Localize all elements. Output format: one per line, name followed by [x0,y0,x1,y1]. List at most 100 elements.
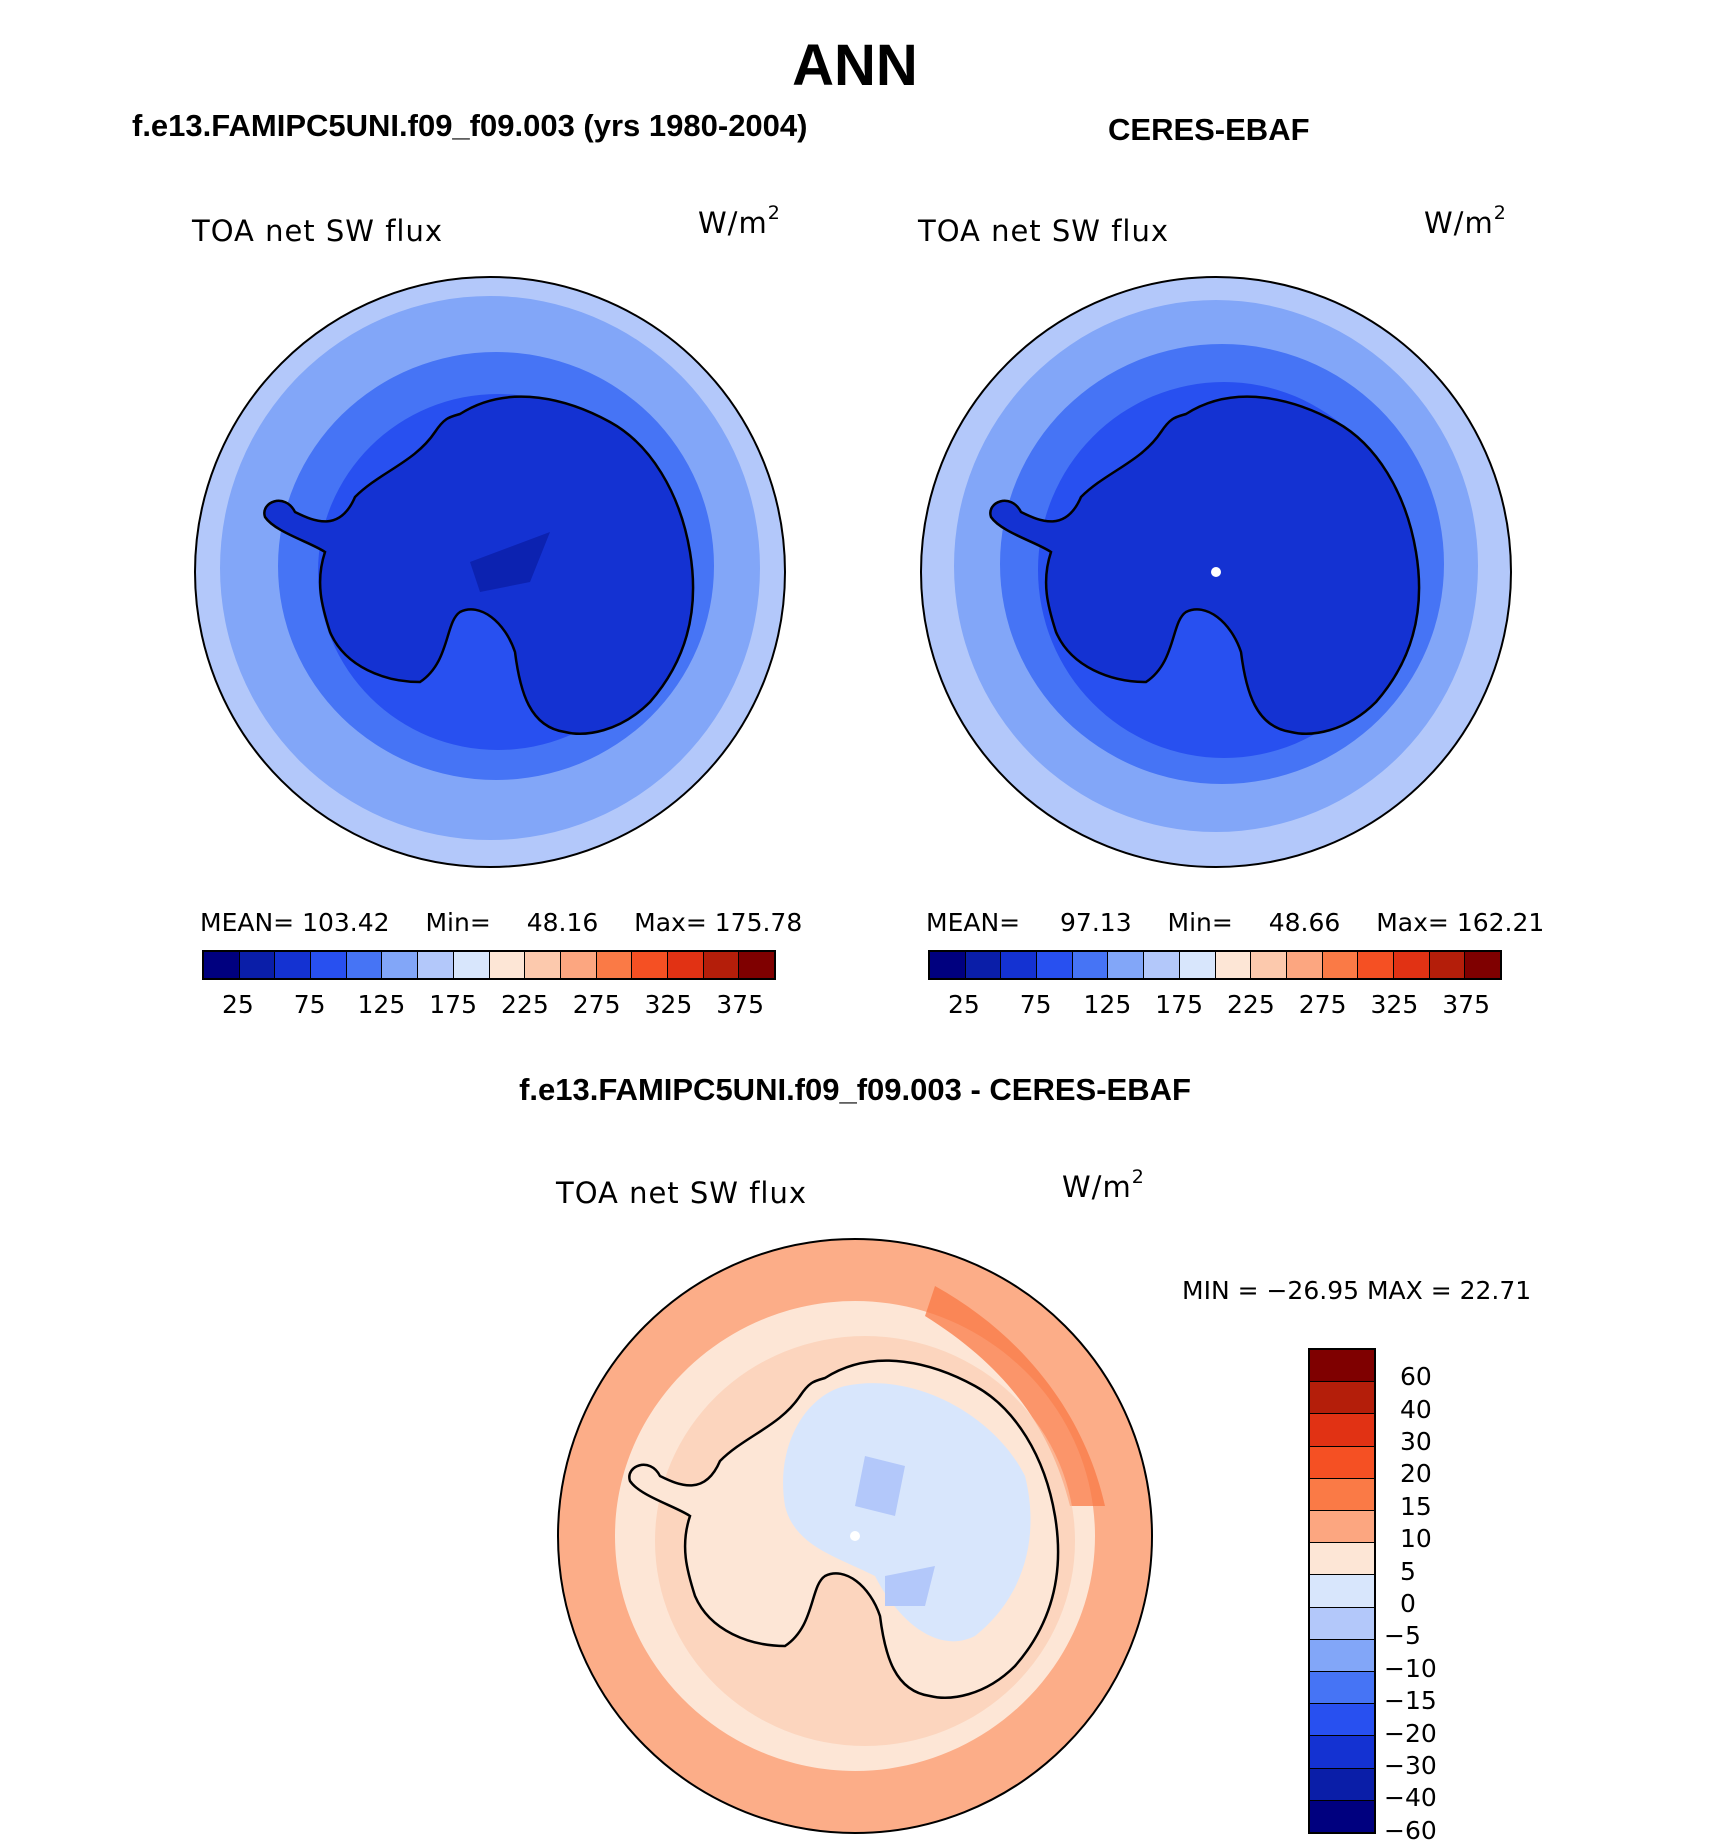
model-map-border [194,276,786,868]
model-colorbar-tick-label: 125 [357,990,406,1019]
obs-min-label: Min= [1167,908,1233,937]
obs-colorbar-swatch [1358,952,1394,978]
diff-colorbar-tick-label: 60 [1400,1362,1432,1392]
obs-colorbar-ticks: 25 75 125 175 225 275 325 375 [928,990,1502,1022]
diff-units-label: W/m2 [1062,1166,1145,1204]
diff-colorbar-swatch [1310,1543,1374,1576]
model-colorbar-swatch [239,952,276,978]
model-colorbar-tick-label: 175 [429,990,477,1019]
diff-polar-map [557,1238,1153,1834]
model-colorbar-swatch [667,952,704,978]
obs-colorbar-swatch [1037,952,1073,978]
model-case-title: f.e13.FAMIPC5UNI.f09_f09.003 (yrs 1980-2… [132,108,808,143]
model-colorbar-tick-label: 375 [716,990,764,1019]
obs-colorbar-swatch [965,952,1002,978]
obs-units-label: W/m2 [1424,202,1507,240]
diff-colorbar-tick-label: 30 [1400,1427,1432,1456]
model-colorbar-swatch [418,952,454,978]
model-min-label: Min= [425,908,491,937]
obs-colorbar-swatch [1144,952,1180,978]
obs-colorbar-tick-label: 275 [1298,990,1347,1019]
model-max-value: 175.78 [714,908,803,937]
model-colorbar-swatch [560,952,597,978]
model-min-value: 48.16 [526,908,599,937]
model-colorbar-ticks: 25 75 125 175 225 275 325 375 [202,990,776,1022]
diff-colorbar-tick-label: −30 [1384,1751,1437,1780]
diff-colorbar-swatch [1310,1800,1374,1833]
diff-band-east-strong [925,1286,1105,1506]
diff-colorbar-tick-label: 5 [1400,1556,1416,1586]
model-colorbar [202,950,776,980]
model-colorbar-swatch [596,952,633,978]
obs-colorbar-swatch [1001,952,1038,978]
obs-colorbar-swatch [1251,952,1287,978]
diff-colorbar-tick-label: −15 [1384,1686,1437,1716]
model-stats: MEAN= 103.42 Min= 48.16 Max= 175.78 [200,908,802,937]
diff-colorbar-tick-label: −20 [1384,1718,1437,1748]
obs-colorbar-tick-label: 125 [1083,990,1132,1019]
figure-title: ANN [792,33,918,98]
model-units-label: W/m2 [698,202,781,240]
diff-map-border [557,1238,1153,1834]
diff-colorbar-tick-label: 20 [1400,1459,1432,1489]
obs-colorbar-swatch [930,952,966,978]
obs-max-label: Max= [1376,908,1449,937]
obs-colorbar-tick-label: 225 [1227,990,1275,1019]
model-colorbar-swatch [382,952,419,978]
diff-colorbar-swatch [1310,1350,1374,1383]
model-colorbar-swatch [632,952,668,978]
diff-colorbar-swatch [1310,1478,1374,1512]
diff-colorbar-tick-label: −10 [1384,1653,1437,1683]
obs-colorbar-swatch [1429,952,1466,978]
model-plateau-shading [470,532,550,592]
diff-minmax: MIN = −26.95 MAX = 22.71 [1182,1276,1532,1305]
diff-variable-label: TOA net SW flux [556,1176,808,1210]
diff-colorbar-tick-label: 15 [1400,1491,1432,1521]
diff-colorbar-swatch [1310,1639,1374,1673]
model-colorbar-swatch [275,952,312,978]
model-variable-label: TOA net SW flux [192,214,444,248]
obs-colorbar-tick-label: 325 [1370,990,1419,1019]
obs-colorbar-swatch [1072,952,1109,978]
obs-mean-label: MEAN= [926,908,1021,937]
model-colorbar-tick-label: 225 [501,990,549,1019]
diff-colorbar-tick-label: −60 [1384,1815,1437,1845]
model-polar-map [194,276,786,868]
obs-stats: MEAN= 97.13 Min= 48.66 Max= 162.21 [926,908,1544,937]
model-max-label: Max= [634,908,707,937]
model-colorbar-tick-label: 75 [293,990,326,1019]
model-colorbar-swatch [204,952,240,978]
obs-colorbar-swatch [1215,952,1252,978]
diff-colorbar-swatch [1310,1704,1374,1737]
diff-colorbar-tick-label: −5 [1384,1621,1421,1651]
diff-colorbar-swatch [1310,1607,1374,1640]
obs-antarctica-landmass [989,395,1421,735]
model-colorbar-tick-label: 275 [572,990,621,1019]
obs-min-value: 48.66 [1268,908,1341,937]
diff-case-title: f.e13.FAMIPC5UNI.f09_f09.003 - CERES-EBA… [519,1072,1191,1107]
diff-colorbar-swatch [1310,1672,1374,1705]
diff-colorbar-tick-label: 10 [1400,1524,1432,1554]
diff-colorbar-ticks: 60 40 30 20 15 10 5 0 −5 −10 −15 −20 −30 −40 −60 [1384,1348,1464,1845]
model-colorbar-swatch [739,952,774,978]
diff-colorbar-swatch [1310,1446,1374,1479]
diff-colorbar [1308,1348,1376,1834]
obs-colorbar-tick-label: 75 [1019,990,1052,1019]
obs-colorbar-swatch [1108,952,1145,978]
obs-mean-value: 97.13 [1060,908,1132,937]
obs-colorbar-swatch [1465,952,1500,978]
model-colorbar-tick-label: 325 [644,990,693,1019]
diff-colorbar-swatch [1310,1414,1374,1447]
model-colorbar-swatch [453,952,490,978]
diff-colorbar-swatch [1310,1511,1374,1544]
diff-colorbar-swatch [1310,1382,1374,1415]
model-mean-label: MEAN= [200,908,295,937]
obs-variable-label: TOA net SW flux [918,214,1170,248]
obs-case-title: CERES-EBAF [1108,112,1310,147]
obs-pole-marker [1211,567,1221,577]
obs-colorbar-swatch [1179,952,1216,978]
obs-colorbar [928,950,1502,980]
diff-colorbar-tick-label: 40 [1400,1394,1432,1424]
obs-colorbar-tick-label: 375 [1442,990,1490,1019]
obs-colorbar-swatch [1286,952,1323,978]
